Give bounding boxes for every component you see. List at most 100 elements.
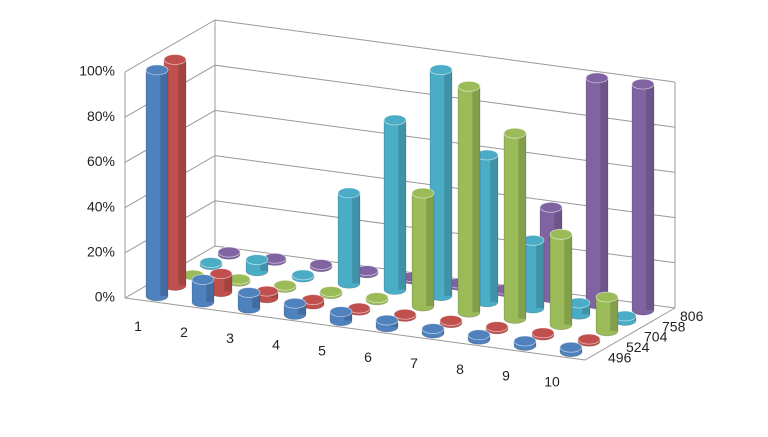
cylinder-top bbox=[457, 80, 481, 92]
cylinder-top bbox=[549, 228, 573, 240]
cylinder bbox=[531, 327, 555, 341]
cylinder bbox=[393, 308, 417, 322]
cylinder-top bbox=[393, 308, 417, 320]
cylinder-top bbox=[291, 269, 315, 281]
cylinder bbox=[273, 279, 297, 293]
x-tick-label: 3 bbox=[226, 330, 234, 346]
cylinder bbox=[595, 291, 619, 337]
cylinder bbox=[365, 292, 389, 306]
cylinder-top bbox=[319, 286, 343, 297]
cylinder-top bbox=[411, 187, 435, 199]
cylinder-top bbox=[503, 127, 527, 139]
cylinder bbox=[485, 321, 509, 335]
cylinder-body bbox=[383, 119, 407, 295]
cylinder bbox=[631, 78, 655, 316]
cylinder-top bbox=[429, 64, 453, 76]
cylinder-top bbox=[539, 201, 563, 213]
x-tick-label: 10 bbox=[544, 374, 560, 390]
cylinder-top bbox=[439, 315, 463, 326]
cylinder-top bbox=[283, 297, 307, 309]
series-label: 524 bbox=[626, 339, 650, 355]
cylinder-top bbox=[237, 287, 261, 298]
cylinder bbox=[513, 335, 537, 351]
cylinder-top bbox=[365, 292, 389, 304]
cylinder bbox=[559, 341, 583, 357]
cylinder-shade bbox=[582, 303, 590, 315]
cylinder bbox=[245, 254, 269, 277]
cylinder bbox=[319, 286, 343, 299]
cylinder-top bbox=[191, 274, 215, 285]
cylinder-body bbox=[457, 86, 481, 318]
cylinder-shade bbox=[224, 273, 232, 292]
cylinder bbox=[283, 297, 307, 320]
cylinder-top bbox=[245, 254, 269, 266]
cylinder-shade bbox=[610, 297, 618, 331]
cylinder-top bbox=[209, 268, 233, 280]
cylinder-shade bbox=[206, 279, 214, 303]
cylinder-top bbox=[337, 187, 361, 199]
cylinder-top bbox=[595, 291, 619, 303]
cylinder-top bbox=[383, 114, 407, 126]
cylinder bbox=[329, 306, 353, 326]
cylinder bbox=[145, 64, 169, 302]
cylinder-body bbox=[503, 132, 527, 324]
cylinder bbox=[421, 323, 445, 339]
cylinder-top bbox=[145, 64, 169, 76]
cylinder-shade bbox=[352, 192, 360, 284]
cylinder-top bbox=[329, 306, 353, 318]
cylinder-shade bbox=[518, 133, 526, 319]
cylinder bbox=[217, 246, 241, 260]
cylinder-top bbox=[217, 246, 241, 258]
cylinder-shade bbox=[252, 292, 260, 309]
y-tick-label: 80% bbox=[87, 108, 115, 124]
cylinder-top bbox=[577, 333, 601, 345]
cylinder-top bbox=[375, 314, 399, 326]
cylinder bbox=[567, 297, 591, 320]
cylinder-shade bbox=[564, 234, 572, 325]
cylinder-body bbox=[191, 279, 215, 308]
cylinder-body bbox=[631, 83, 655, 316]
y-tick-label: 40% bbox=[87, 198, 115, 214]
x-tick-label: 7 bbox=[410, 355, 418, 371]
cylinder bbox=[411, 187, 435, 312]
cylinder-shade bbox=[536, 240, 544, 309]
cylinder-shade bbox=[260, 259, 268, 271]
cylinder-shade bbox=[344, 311, 352, 321]
grid-line bbox=[124, 19, 676, 83]
x-tick-label: 8 bbox=[456, 361, 464, 377]
x-tick-label: 2 bbox=[180, 324, 188, 340]
cylinder bbox=[457, 80, 481, 318]
cylinder bbox=[237, 287, 261, 314]
x-tick-label: 1 bbox=[134, 318, 142, 334]
cylinder bbox=[291, 269, 315, 283]
cylinder-body bbox=[145, 69, 169, 302]
cylinder-shade bbox=[178, 59, 186, 286]
cylinder-top bbox=[631, 78, 655, 90]
cylinder bbox=[301, 294, 325, 310]
cylinder bbox=[549, 228, 573, 330]
cylinder bbox=[255, 285, 279, 304]
cylinder bbox=[585, 72, 609, 310]
cylinder bbox=[467, 329, 491, 345]
cylinder bbox=[209, 268, 233, 297]
cylinder bbox=[475, 149, 499, 308]
cylinder-top bbox=[485, 321, 509, 333]
cylinder-shade bbox=[426, 193, 434, 307]
cylinder bbox=[577, 333, 601, 347]
cylinder-top bbox=[421, 323, 445, 334]
cylinder-top bbox=[513, 335, 537, 347]
cylinder-body bbox=[411, 192, 435, 312]
cylinder bbox=[227, 273, 251, 287]
cylinder bbox=[191, 274, 215, 308]
cylinder-shade bbox=[444, 69, 452, 296]
series-label: 758 bbox=[662, 318, 686, 334]
y-tick-label: 0% bbox=[95, 289, 115, 305]
cylinder bbox=[521, 234, 545, 314]
series-label: 806 bbox=[680, 308, 704, 324]
cylinder-top bbox=[309, 259, 333, 270]
cylinder-shade bbox=[298, 303, 306, 315]
cylinder bbox=[199, 257, 223, 270]
series-label: 704 bbox=[644, 329, 668, 345]
series-label: 496 bbox=[608, 350, 632, 366]
